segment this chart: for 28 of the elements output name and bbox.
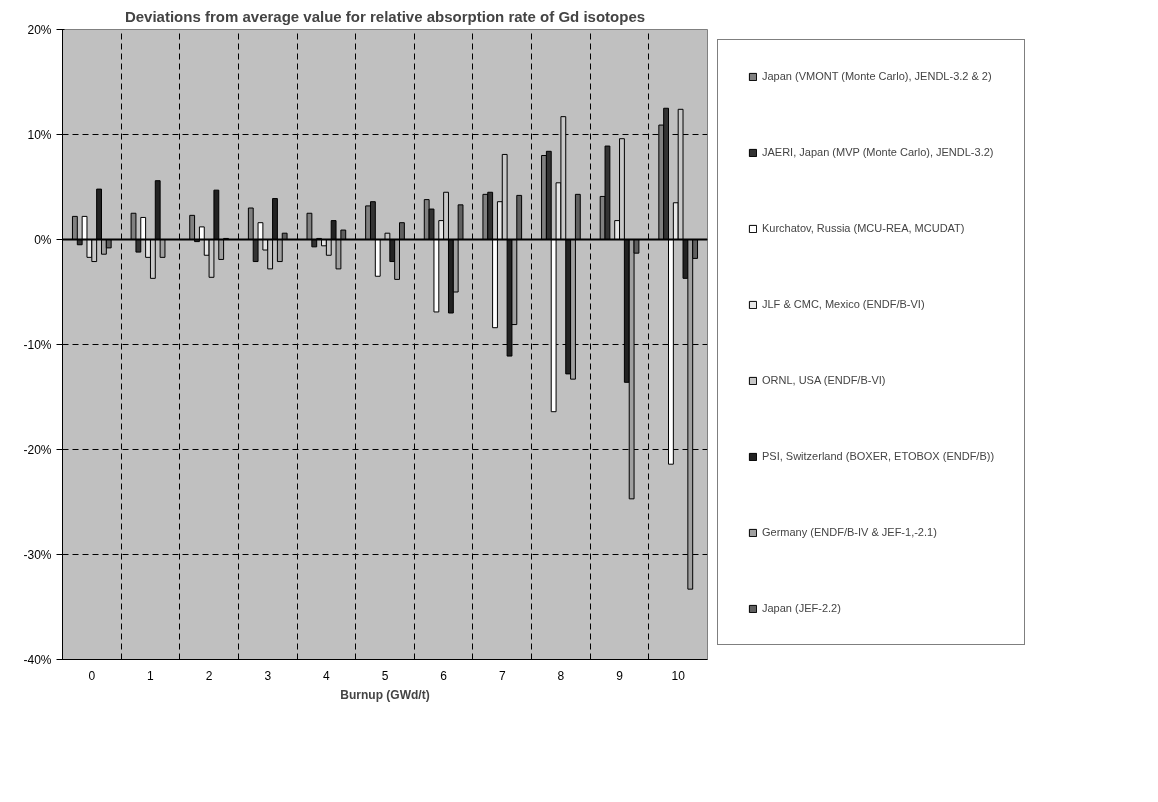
legend-label: PSI, Switzerland (BOXER, ETOBOX (ENDF/B)) [762,450,995,462]
x-tick-label: 7 [498,668,506,683]
y-tick-label: -20% [23,442,52,457]
x-axis-title: Burnup (GWd/t) [340,687,430,702]
legend-label: ORNL, USA (ENDF/B-VI) [762,374,886,386]
y-tick-label: -30% [23,547,52,562]
x-tick-label: 8 [557,668,565,683]
y-tick-label: 20% [27,22,52,37]
x-tick-label: 0 [88,668,96,683]
y-tick-label: -10% [23,337,52,352]
y-tick-label: -40% [23,652,52,667]
x-tick-label: 10 [671,668,686,683]
x-tick-label: 4 [323,668,331,683]
legend-label: Japan (JEF-2.2) [762,602,841,614]
legend-label: Japan (VMONT (Monte Carlo), JENDL-3.2 & 2) [762,70,992,82]
legend-label: JLF & CMC, Mexico (ENDF/B-VI) [762,298,925,310]
x-tick-label: 3 [264,668,272,683]
y-tick-label: 0% [34,232,52,247]
y-tick-label: 10% [27,127,52,142]
x-tick-label: 2 [205,668,213,683]
chart-title: Deviations from average value for relative absorption rate of Gd isotopes [124,7,646,25]
x-tick-label: 6 [440,668,448,683]
legend-label: JAERI, Japan (MVP (Monte Carlo), JENDL-3.2) [762,146,994,158]
x-tick-label: 9 [616,668,624,683]
legend-label: Kurchatov, Russia (MCU-REA, MCUDAT) [762,222,965,234]
x-tick-label: 5 [381,668,389,683]
legend-label: Germany (ENDF/B-IV & JEF-1,-2.1) [762,526,937,538]
x-tick-label: 1 [147,668,155,683]
